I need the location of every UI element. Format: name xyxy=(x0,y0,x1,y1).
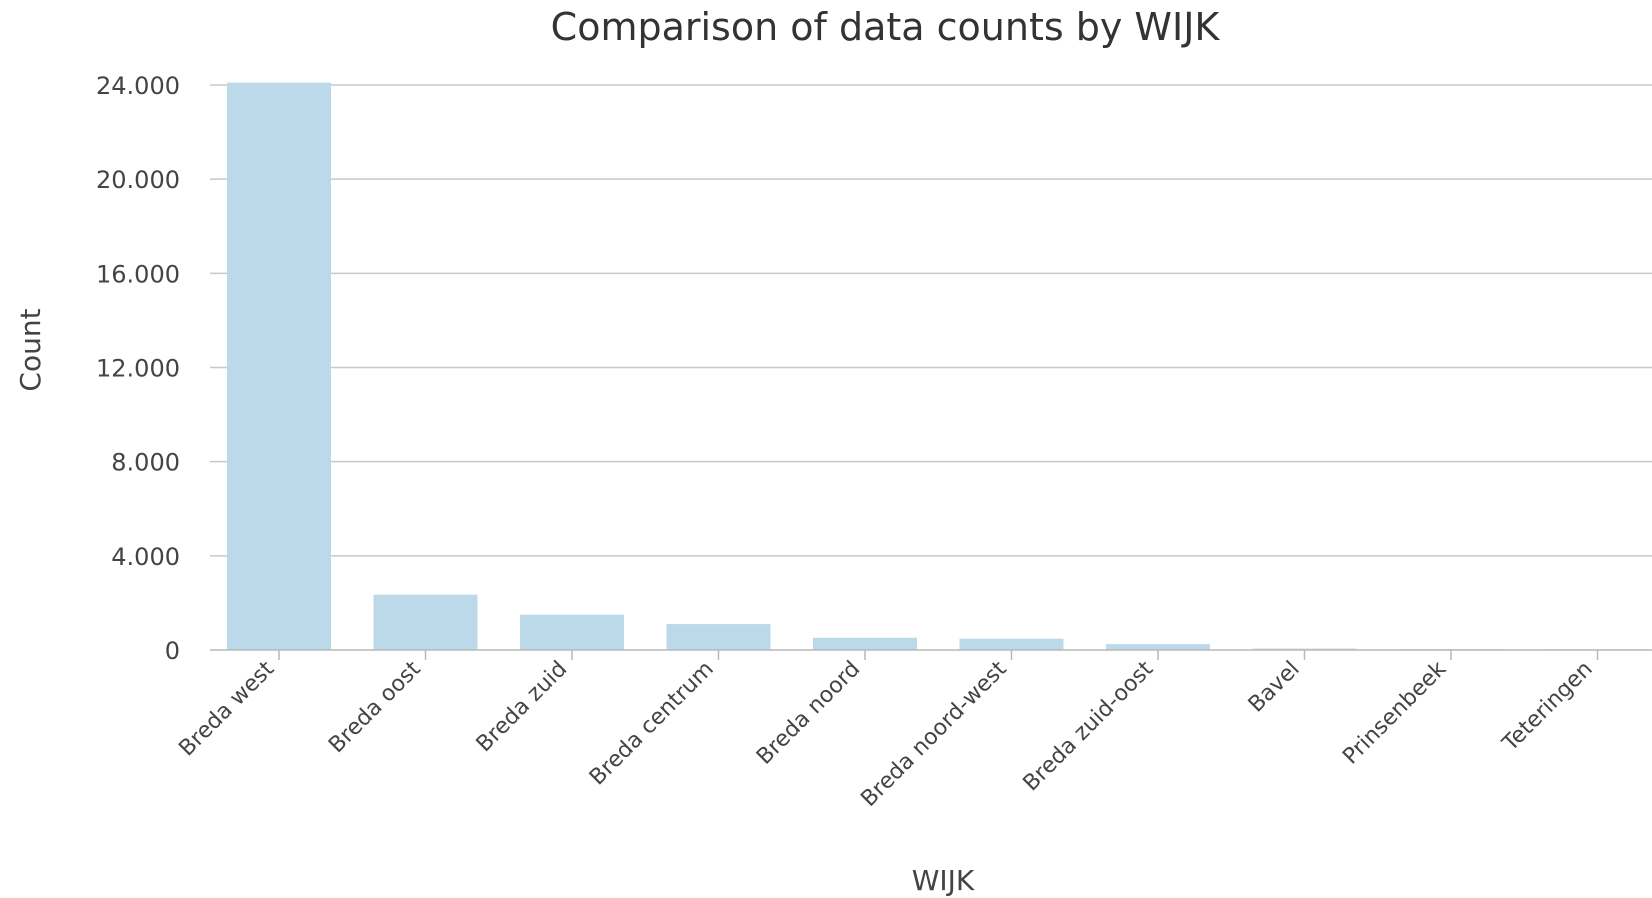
x-tick-label: Bavel xyxy=(1244,657,1305,718)
y-axis-label: Count xyxy=(14,308,47,391)
x-tick-label: Teteringen xyxy=(1497,657,1597,757)
bar xyxy=(520,614,624,650)
x-tick-labels: Breda west Breda oost Breda zuid Breda cent… xyxy=(174,656,1597,812)
bar xyxy=(813,637,917,650)
bar xyxy=(959,638,1064,650)
bar xyxy=(373,594,478,650)
y-tick-label: 24.000 xyxy=(96,72,180,100)
y-tick-label: 8.000 xyxy=(111,449,180,477)
x-axis xyxy=(210,649,1652,660)
y-tick-labels: 0 4.000 8.000 12.000 16.000 20.000 24.000 xyxy=(96,72,180,665)
gridlines xyxy=(210,84,1652,557)
x-tick-label: Breda zuid xyxy=(472,657,573,758)
y-tick-label: 12.000 xyxy=(96,355,180,383)
x-tick-label: Breda noord-west xyxy=(856,656,1012,812)
x-tick-label: Breda oost xyxy=(324,656,426,758)
bar xyxy=(227,82,331,651)
x-tick-label: Breda zuid-oost xyxy=(1019,656,1159,796)
x-tick-label: Breda noord xyxy=(752,657,865,770)
y-tick-label: 4.000 xyxy=(111,543,180,571)
x-axis-label: WIJK xyxy=(912,864,975,897)
bars xyxy=(227,82,1650,651)
chart-title: Comparison of data counts by WIJK xyxy=(551,5,1221,49)
x-tick-label: Prinsenbeek xyxy=(1338,656,1451,769)
bar xyxy=(1106,644,1210,650)
y-tick-label: 20.000 xyxy=(96,166,180,194)
bar xyxy=(666,624,771,650)
x-tick-label: Breda centrum xyxy=(585,657,719,791)
y-tick-label: 16.000 xyxy=(96,260,180,288)
x-tick-label: Breda west xyxy=(174,656,279,761)
y-tick-label: 0 xyxy=(165,637,180,665)
